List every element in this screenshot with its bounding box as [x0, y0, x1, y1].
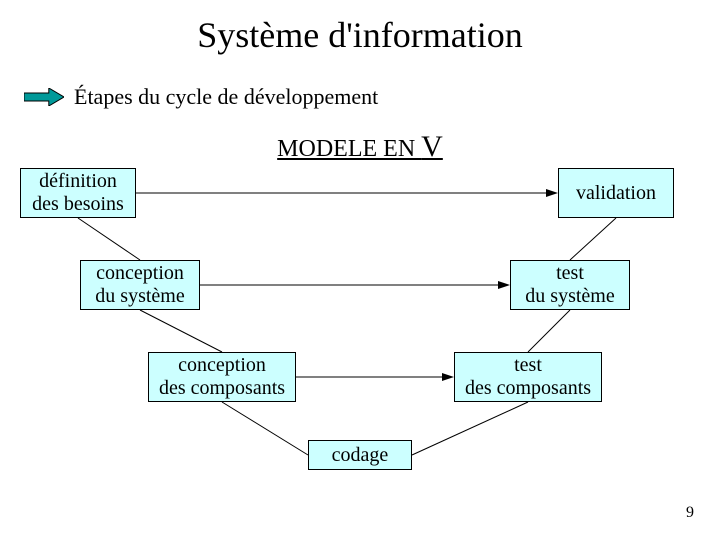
node-conc-comp: conception des composants [148, 352, 296, 402]
bullet-text: Étapes du cycle de développement [74, 84, 378, 110]
bullet-row: Étapes du cycle de développement [24, 84, 378, 110]
node-validation: validation [558, 168, 674, 218]
page-number: 9 [686, 504, 694, 522]
bullet-arrow-icon [24, 88, 64, 106]
subheading-v: V [421, 130, 443, 163]
node-test-comp: test des composants [454, 352, 602, 402]
node-test-sys: test du système [510, 260, 630, 310]
page-title: Système d'information [0, 14, 720, 56]
subheading: MODELE EN V [0, 130, 720, 164]
node-codage: codage [308, 440, 412, 470]
subheading-prefix: MODELE EN [277, 136, 421, 162]
node-def-besoins: définition des besoins [20, 168, 136, 218]
node-conc-sys: conception du système [80, 260, 200, 310]
